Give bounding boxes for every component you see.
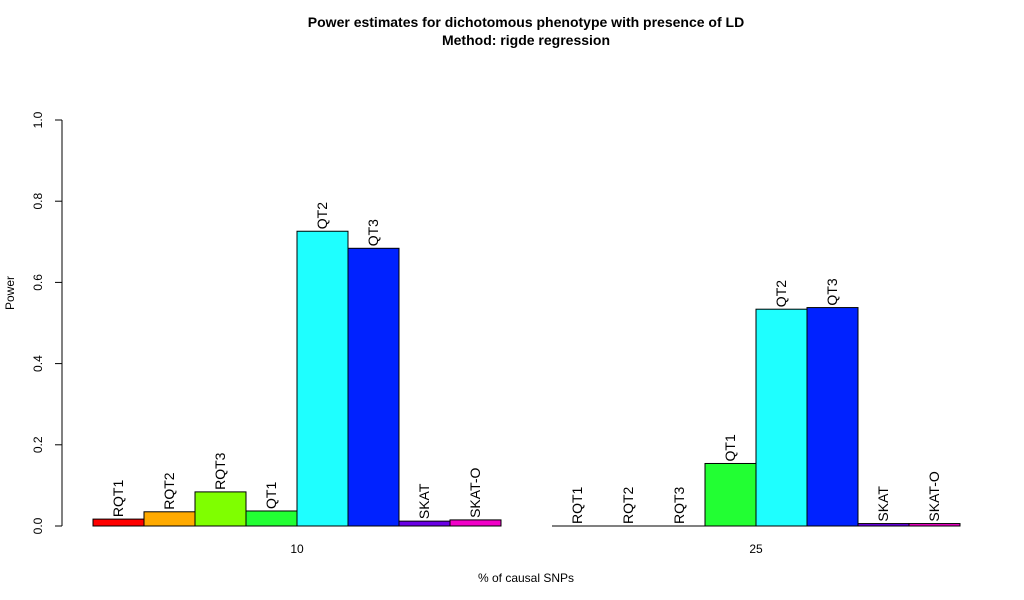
bar-label-qt2-25: QT2 [773,280,789,307]
bar-label-rqt3-10: RQT3 [212,452,228,490]
bar-label-rqt2-10: RQT2 [161,472,177,510]
x-category-label: 25 [749,542,763,556]
bar-skat-25 [857,523,910,527]
x-category-label: 10 [290,542,304,556]
bar-label-rqt3-25: RQT3 [671,486,687,524]
y-axis-label: Power [3,276,17,310]
bar-label-skat-o-10: SKAT-O [467,467,483,517]
bar-label-rqt1-10: RQT1 [110,480,126,518]
bar-label-qt3-25: QT3 [824,278,840,305]
bar-label-qt3-10: QT3 [365,219,381,246]
bar-label-qt2-10: QT2 [314,202,330,229]
bar-label-rqt2-25: RQT2 [620,486,636,524]
bar-rqt3-10 [194,491,247,527]
bar-qt1-25 [704,462,757,527]
y-axis: 0.0 0.2 0.4 0.6 0.8 1.0 [31,111,63,534]
bar-qt2-25 [755,308,808,527]
bar-skat-10 [398,520,451,527]
y-tick-label: 1.0 [31,111,45,128]
y-tick-label: 0.2 [31,436,45,453]
bar-rqt2-10 [143,511,196,527]
y-tick-label: 0.6 [31,274,45,291]
bar-qt3-10 [347,247,400,527]
bar-label-qt1-25: QT1 [722,434,738,461]
x-axis-label: % of causal SNPs [478,571,574,585]
bar-label-qt1-10: QT1 [263,482,279,509]
y-tick-label: 0.8 [31,193,45,210]
x-category-labels: 10 25 [290,542,763,556]
bar-label-skat-10: SKAT [416,483,432,519]
y-tick-label: 0.4 [31,355,45,372]
y-tick-label: 0.0 [31,517,45,534]
bar-label-rqt1-25: RQT1 [569,486,585,524]
bar-qt2-10 [296,230,349,527]
bars [92,230,961,527]
bar-qt3-25 [806,307,859,527]
chart-subtitle: Method: rigde regression [442,32,610,48]
chart-title: Power estimates for dichotomous phenotyp… [308,14,744,30]
bar-labels: RQT1 RQT2 RQT3 QT1 QT2 QT3 SKAT SKAT-O RQT1 RQT2 R… [110,202,942,524]
bar-label-skat-25: SKAT [875,486,891,522]
bar-skat-o-10 [449,519,502,527]
bar-label-skat-o-25: SKAT-O [926,471,942,521]
bar-qt1-10 [245,510,298,527]
y-ticks: 0.0 0.2 0.4 0.6 0.8 1.0 [31,111,62,534]
bar-rqt1-10 [92,518,145,527]
bar-skat-o-25 [908,523,961,527]
